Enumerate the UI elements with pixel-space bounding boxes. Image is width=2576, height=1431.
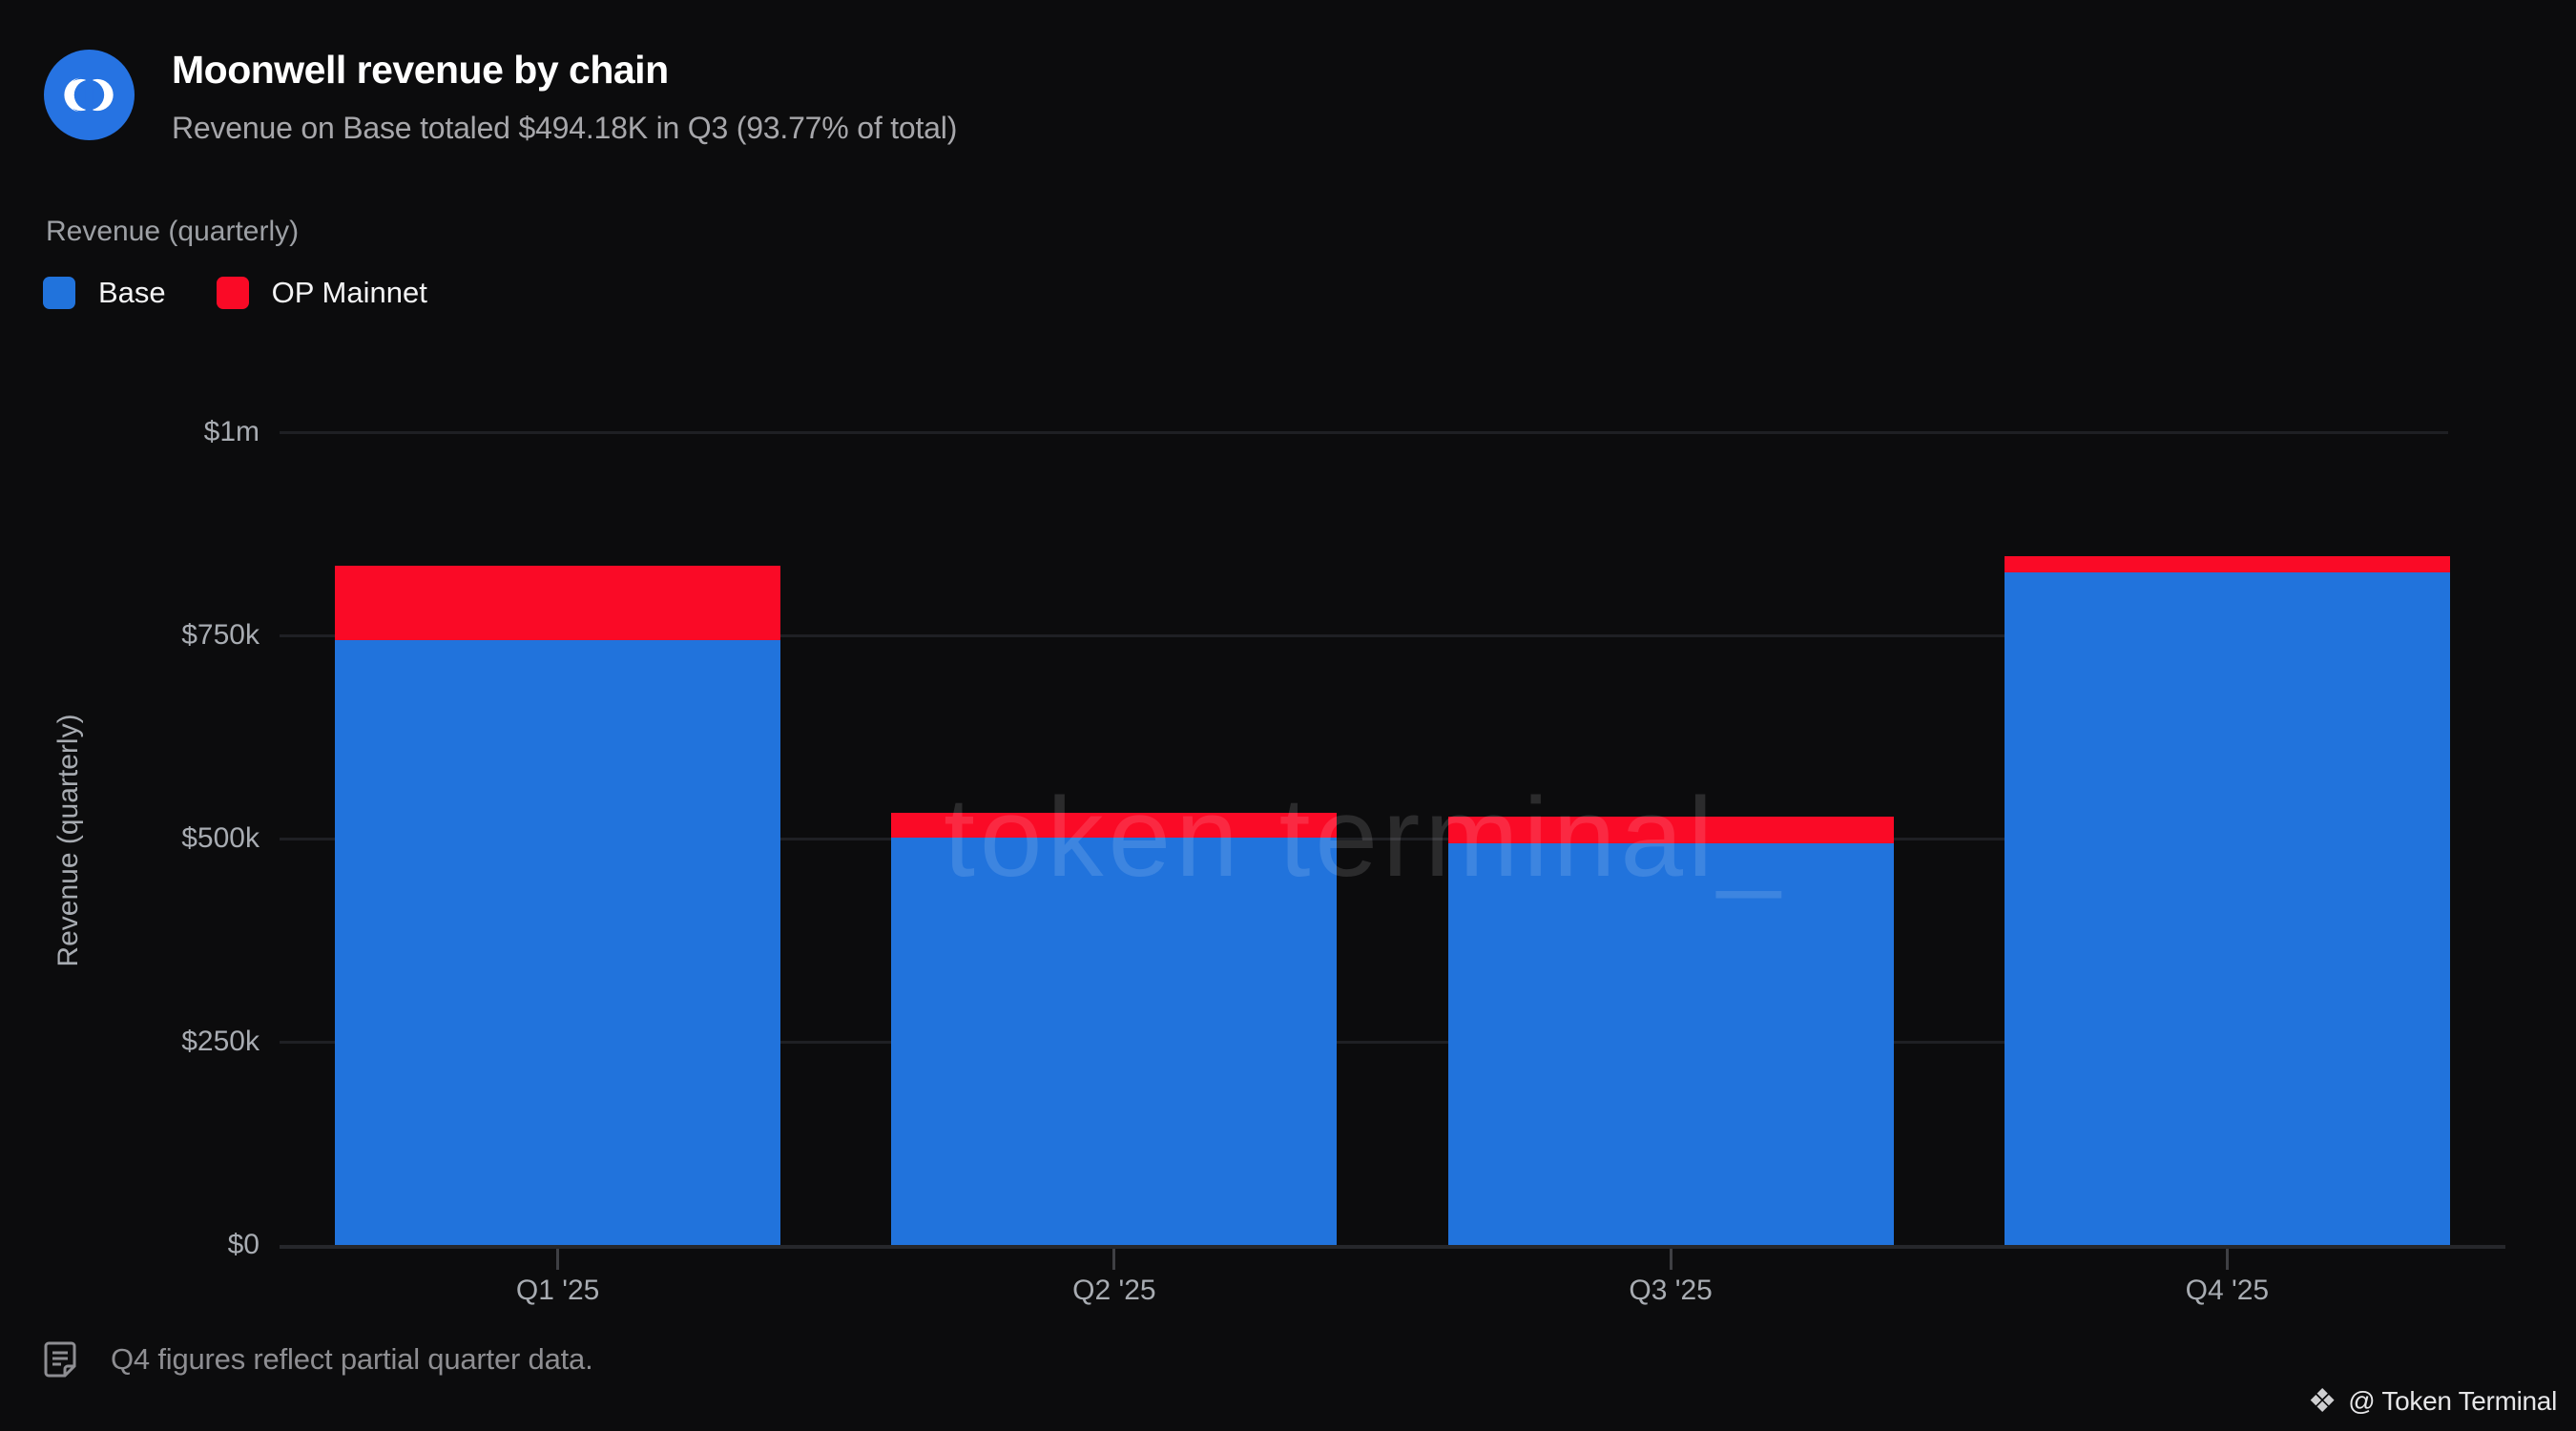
gridline-$250k [280, 1041, 2448, 1044]
legend-label: Base [98, 276, 166, 309]
gridline-$1m [280, 431, 2448, 434]
legend-swatch-0 [43, 277, 75, 309]
bar-Q325-base[interactable] [1447, 842, 1894, 1245]
y-tick-label-$1m: $1m [203, 416, 260, 447]
x-tick-label-1: Q1 '25 [515, 1275, 600, 1306]
token-terminal-logo-icon: ❖ [2307, 1383, 2337, 1420]
page-title: Moonwell revenue by chain [172, 48, 669, 92]
x-tick-mark-1 [556, 1249, 560, 1270]
footer-note: Q4 figures reflect partial quarter data. [44, 1341, 593, 1378]
bar-Q125-base[interactable] [335, 640, 781, 1245]
bar-Q425-base[interactable] [2004, 571, 2450, 1245]
legend-item-base[interactable]: Base [43, 276, 166, 310]
gridline-$750k [280, 634, 2448, 637]
y-tick-label-$500k: $500k [181, 822, 260, 854]
bar-Q225-base[interactable] [891, 838, 1338, 1245]
legend-label: OP Mainnet [271, 276, 427, 309]
metric-label: Revenue (quarterly) [46, 216, 300, 247]
x-tick-mark-4 [2225, 1249, 2229, 1270]
bar-Q125-op-mainnet[interactable] [335, 565, 781, 641]
legend: Base OP Mainnet [43, 276, 427, 310]
legend-item-op-mainnet[interactable]: OP Mainnet [216, 276, 427, 310]
page-subtitle: Revenue on Base totaled $494.18K in Q3 (… [172, 111, 958, 145]
x-tick-mark-2 [1112, 1249, 1116, 1270]
footer-note-text: Q4 figures reflect partial quarter data. [111, 1342, 593, 1376]
note-icon [44, 1341, 76, 1378]
bar-Q325-op-mainnet[interactable] [1447, 816, 1894, 843]
moonwell-logo-icon [44, 50, 135, 140]
gridline-$500k [280, 838, 2448, 840]
x-tick-label-3: Q3 '25 [1629, 1275, 1713, 1306]
x-tick-label-2: Q2 '25 [1072, 1275, 1156, 1306]
x-tick-label-4: Q4 '25 [2185, 1275, 2270, 1306]
y-tick-label-$250k: $250k [181, 1026, 260, 1057]
bar-Q425-op-mainnet[interactable] [2004, 555, 2450, 572]
y-tick-label-$0: $0 [227, 1229, 260, 1260]
x-tick-mark-3 [1669, 1249, 1672, 1270]
bar-Q225-op-mainnet[interactable] [891, 812, 1338, 839]
x-axis-line [280, 1245, 2505, 1249]
legend-swatch-1 [216, 277, 249, 309]
y-tick-label-$750k: $750k [181, 619, 260, 651]
attribution-link[interactable]: ❖ @ Token Terminal [2308, 1385, 2557, 1418]
attribution-text: @ Token Terminal [2348, 1386, 2557, 1416]
